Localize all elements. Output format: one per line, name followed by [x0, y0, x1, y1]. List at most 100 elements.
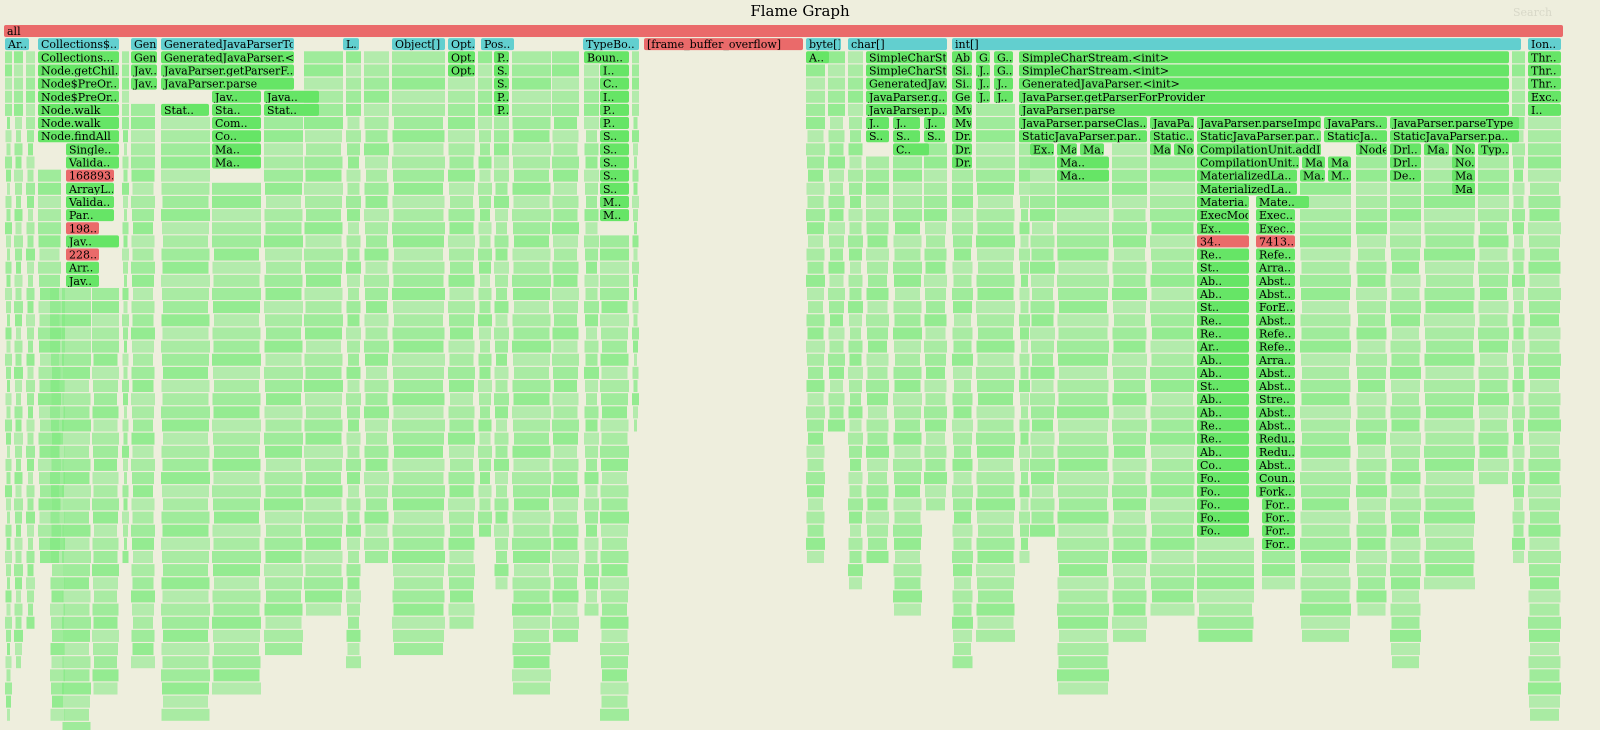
- frame-box: [1197, 248, 1249, 261]
- frame-label: Exec..: [1259, 209, 1293, 222]
- tower-frame: [1356, 419, 1387, 432]
- tower-frame: [830, 182, 843, 195]
- tower-frame: [1057, 274, 1109, 287]
- tower-frame: [1528, 590, 1561, 603]
- frame: Abst..: [1256, 458, 1295, 471]
- tower-frame: [1113, 340, 1146, 353]
- frame-label: Jav..: [214, 91, 238, 104]
- tower-frame: [92, 432, 119, 445]
- tower-frame: [1480, 419, 1507, 432]
- frame-box: [392, 38, 445, 51]
- tower-frame: [828, 288, 845, 300]
- chart-title: Flame Graph: [750, 2, 850, 20]
- tower-frame: [552, 551, 579, 563]
- tower-frame: [92, 406, 119, 419]
- tower-frame: [976, 130, 1015, 143]
- tower-frame: [1357, 235, 1386, 248]
- tower-frame: [448, 301, 475, 314]
- tower-frame: [133, 485, 153, 498]
- tower-frame: [585, 288, 598, 300]
- frame-label: Jav..: [133, 78, 157, 91]
- tower-frame: [828, 353, 845, 366]
- tower-frame: [347, 274, 360, 287]
- tower-frame: [478, 222, 492, 235]
- tower-frame: [893, 209, 922, 222]
- tower-frame: [346, 393, 361, 406]
- tower-frame: [633, 274, 638, 287]
- tower-frame: [1528, 288, 1561, 300]
- tower-frame: [1529, 301, 1560, 314]
- tower-frame: [513, 156, 550, 169]
- frame-box: [1256, 314, 1295, 327]
- tower-frame: [584, 169, 599, 182]
- frame-label: No..: [1177, 143, 1200, 156]
- frame-label: 34..: [1200, 235, 1221, 248]
- tower-frame: [806, 90, 825, 103]
- tower-frame: [1358, 577, 1385, 590]
- tower-frame: [131, 458, 155, 471]
- tower-frame: [494, 156, 509, 169]
- tower-frame: [953, 537, 972, 550]
- frame-label: GeneratedJav..: [869, 78, 951, 91]
- frame-box: [1256, 472, 1295, 485]
- tower-frame: [94, 458, 117, 471]
- tower-frame: [212, 458, 261, 471]
- frame-label: Abst..: [1258, 367, 1291, 380]
- tower-frame: [1030, 261, 1055, 274]
- frame-label: Ex..: [1200, 222, 1221, 235]
- tower-frame: [848, 432, 863, 445]
- tower-frame: [161, 143, 210, 156]
- frame: Mate..: [1256, 195, 1309, 208]
- frame-box: [1197, 235, 1249, 248]
- tower-frame: [495, 445, 508, 458]
- tower-frame: [1114, 248, 1145, 261]
- frame-box: [481, 38, 514, 51]
- frame-label: C..: [603, 78, 618, 91]
- frame-label: Arra..: [1258, 262, 1291, 275]
- tower-frame: [893, 393, 922, 406]
- tower-frame: [953, 235, 972, 248]
- tower-frame: [16, 590, 21, 603]
- tower-frame: [93, 551, 118, 563]
- tower-frame: [552, 616, 579, 629]
- tower-frame: [634, 288, 637, 300]
- tower-frame: [264, 629, 303, 642]
- tower-frame: [364, 445, 389, 458]
- tower-frame: [633, 314, 638, 327]
- frame: Materia..: [1197, 195, 1249, 208]
- tower-frame: [828, 77, 845, 90]
- tower-frame: [393, 603, 444, 616]
- tower-frame: [600, 261, 629, 274]
- frame-label: SimpleCharSt..: [869, 51, 954, 64]
- search-button[interactable]: Search: [1513, 6, 1552, 19]
- frame: Static..: [1150, 130, 1194, 143]
- frame-box: [1197, 445, 1249, 458]
- frame-label: Ma..: [1331, 157, 1356, 170]
- frame: Collections$..: [38, 38, 119, 51]
- tower-frame: [1020, 432, 1029, 445]
- tower-frame: [924, 195, 947, 208]
- tower-frame: [513, 682, 550, 695]
- frame-box: [212, 103, 261, 116]
- tower-frame: [15, 182, 22, 195]
- tower-frame: [1513, 195, 1524, 208]
- tower-frame: [123, 393, 128, 406]
- tower-frame: [265, 551, 302, 563]
- tower-frame: [27, 366, 34, 379]
- frame-box: [1256, 261, 1295, 274]
- tower-frame: [1151, 353, 1194, 366]
- frame-box: [494, 90, 509, 103]
- tower-frame: [51, 551, 64, 563]
- tower-frame: [348, 156, 359, 169]
- tower-frame: [494, 169, 509, 182]
- tower-frame: [26, 51, 35, 64]
- frame-label: [frame_buffer_overflow]: [647, 38, 781, 51]
- tower-frame: [1150, 235, 1195, 248]
- frame: SimpleCharSt..: [866, 51, 954, 64]
- tower-frame: [63, 564, 90, 577]
- tower-frame: [264, 130, 303, 143]
- frame-label: Node$PreOr..: [41, 91, 117, 104]
- frame-box: [952, 64, 972, 77]
- frame-label: Arr..: [68, 262, 93, 275]
- frame-label: Jav..: [133, 64, 157, 77]
